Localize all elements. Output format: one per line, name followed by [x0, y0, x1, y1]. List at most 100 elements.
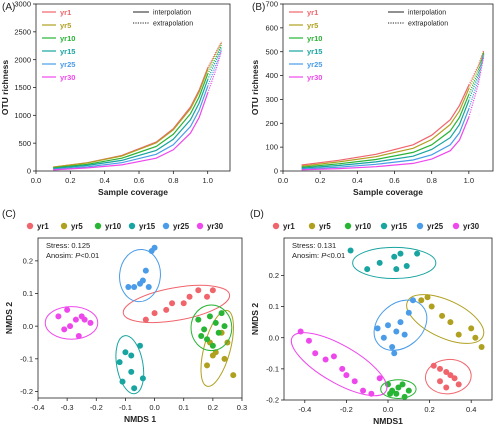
- data-point-yr15: [393, 266, 400, 273]
- confidence-ellipse-yr15: [115, 335, 145, 395]
- data-point-yr15: [119, 378, 126, 385]
- x-tick-label: 0.0: [383, 405, 393, 414]
- x-tick-label: 0.4: [352, 176, 362, 185]
- panel-label-b: (B): [252, 2, 265, 13]
- y-tick-label: 0.1: [23, 289, 33, 298]
- x-tick-label: 0.2: [424, 405, 434, 414]
- legend-marker-yr15: [380, 222, 388, 230]
- x-tick-label: -0.2: [90, 403, 103, 412]
- legend-label-yr5: yr5: [307, 21, 318, 30]
- data-point-yr1: [204, 293, 211, 300]
- data-point-yr15: [116, 359, 123, 366]
- x-axis-label: Sample coverage: [353, 187, 423, 197]
- data-point-yr30: [368, 390, 375, 397]
- panel-b-rarefaction-chart: 0.0 0.2 0.4 0.6 0.8 1.0 0 100 200 300 400 500 600 700…: [250, 0, 494, 197]
- y-tick-label: 1500: [14, 83, 31, 92]
- y-tick-label: 0.0: [23, 322, 33, 331]
- panel-label-d: (D): [250, 209, 264, 220]
- legend-label-yr5: yr5: [319, 222, 331, 231]
- confidence-ellipse-yr1: [122, 284, 231, 324]
- series-line-yr15-extrapolation: [468, 53, 485, 101]
- data-point-yr30: [297, 328, 304, 335]
- data-point-yr25: [374, 325, 381, 332]
- x-tick-label: 0.0: [149, 403, 159, 412]
- data-point-yr15: [397, 250, 404, 257]
- data-point-yr5: [468, 325, 475, 332]
- legend-label-yr15: yr15: [307, 47, 322, 56]
- data-point-yr1: [443, 384, 450, 391]
- x-tick-label: 0.8: [168, 176, 178, 185]
- panel-label-a: (A): [2, 2, 15, 13]
- data-point-yr10: [218, 310, 225, 317]
- x-tick-label: 1.0: [464, 176, 474, 185]
- series-line-yr30-extrapolation: [207, 51, 222, 94]
- x-tick-label: 0.6: [389, 176, 399, 185]
- x-tick-label: -0.2: [340, 405, 353, 414]
- legend-marker-yr5: [60, 222, 68, 230]
- data-point-yr15: [137, 342, 143, 349]
- y-axis-label: OTU richness: [0, 60, 10, 116]
- legend-marker-yr25: [416, 222, 424, 230]
- data-point-yr30: [322, 356, 329, 363]
- series-line-yr1-extrapolation: [468, 50, 485, 86]
- y-axis-label: NMDS 2: [250, 303, 260, 335]
- data-point-yr5: [204, 362, 211, 369]
- data-point-yr15: [376, 259, 383, 266]
- legend-marker-yr15: [128, 222, 136, 230]
- data-point-yr15: [347, 247, 354, 254]
- data-point-yr5: [428, 303, 435, 310]
- data-point-yr25: [389, 344, 396, 351]
- y-tick-label: 0.2: [269, 271, 279, 280]
- data-point-yr10: [198, 332, 205, 339]
- data-point-yr1: [430, 362, 437, 369]
- data-point-yr5: [424, 294, 431, 301]
- legend-marker-yr5: [308, 222, 316, 230]
- series-line-yr30-interpolation: [301, 117, 470, 171]
- y-tick-label: 2000: [14, 55, 31, 64]
- data-point-yr1: [186, 293, 193, 300]
- legend-label-yr5: yr5: [71, 222, 83, 231]
- x-axis-label: Sample coverage: [98, 187, 168, 197]
- legend-marker-yr30: [196, 222, 204, 230]
- legend-label-yr10: yr10: [355, 222, 372, 231]
- data-point-yr25: [139, 277, 146, 284]
- data-point-yr25: [401, 331, 408, 338]
- legend-label-yr15: yr15: [391, 222, 408, 231]
- y-tick-label: -0.2: [266, 396, 279, 405]
- series-line-yr5-interpolation: [53, 69, 209, 168]
- legend-linestyle-label: interpolation: [153, 10, 191, 17]
- data-point-yr1: [195, 287, 202, 294]
- legend-label-yr10: yr10: [307, 34, 322, 43]
- y-tick-label: 0.0: [269, 333, 279, 342]
- data-point-yr30: [55, 313, 62, 320]
- data-point-yr5: [418, 297, 425, 304]
- data-point-yr1: [151, 310, 158, 317]
- legend-label-yr1: yr1: [37, 222, 49, 231]
- y-tick-label: 300: [265, 95, 278, 104]
- y-tick-label: 0: [27, 167, 31, 176]
- data-point-yr10: [399, 381, 406, 388]
- confidence-ellipse-yr10: [190, 304, 233, 352]
- x-tick-label: 0.2: [65, 176, 75, 185]
- data-point-yr25: [142, 267, 149, 274]
- data-point-yr10: [201, 326, 208, 333]
- series-line-yr15-extrapolation: [207, 46, 222, 80]
- confidence-ellipse-yr25: [119, 248, 161, 303]
- legend-label-yr30: yr30: [207, 222, 224, 231]
- series-line-yr25-interpolation: [301, 108, 470, 170]
- y-tick-label: 3000: [14, 0, 31, 9]
- data-point-yr5: [478, 344, 485, 351]
- legend-label-yr25: yr25: [60, 60, 75, 69]
- data-point-yr1: [180, 300, 187, 307]
- data-point-yr30: [81, 316, 88, 323]
- data-point-yr15: [414, 250, 421, 257]
- confidence-ellipse-yr30: [290, 332, 388, 397]
- data-point-yr15: [364, 266, 371, 273]
- data-point-yr30: [360, 387, 367, 394]
- data-point-yr5: [230, 372, 237, 379]
- data-point-yr10: [204, 336, 211, 343]
- series-line-yr1-interpolation: [301, 84, 470, 166]
- legend-label-yr30: yr30: [60, 73, 75, 82]
- x-tick-label: 0.0: [31, 176, 41, 185]
